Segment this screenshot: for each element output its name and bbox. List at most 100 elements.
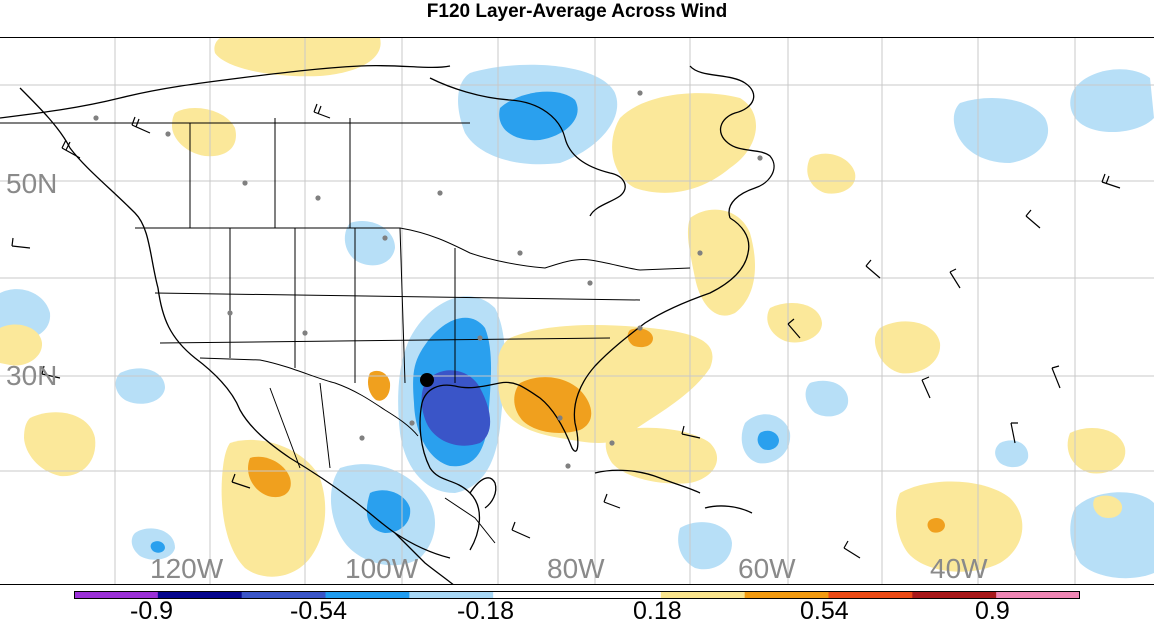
shade-pos-carolina-core bbox=[627, 328, 653, 348]
border-state-6 bbox=[154, 292, 641, 301]
border-state-7 bbox=[159, 337, 611, 344]
shade-pos-atl-ne bbox=[807, 153, 856, 194]
border-mex-1 bbox=[319, 382, 331, 469]
station-dot bbox=[609, 440, 615, 446]
colorbar-label: 0.54 bbox=[800, 597, 849, 625]
shade-pos-labrador bbox=[612, 93, 757, 193]
station-dot bbox=[637, 90, 643, 96]
wind-barb-icon bbox=[787, 318, 801, 339]
shade-neg-sd bbox=[344, 220, 395, 266]
wind-barb-icon bbox=[949, 268, 961, 289]
lon-label-120w: 120W bbox=[150, 553, 224, 584]
shade-pos-atl-e bbox=[1067, 428, 1126, 474]
wind-barb-icon bbox=[843, 540, 861, 559]
storm-center-icon bbox=[420, 373, 434, 387]
colorbar bbox=[74, 591, 1080, 599]
shade-pos-atl-mid2 bbox=[767, 303, 822, 343]
station-dot bbox=[517, 250, 523, 256]
wind-barb-icon bbox=[1051, 365, 1061, 389]
station-dot bbox=[165, 131, 171, 137]
wind-barb-icon bbox=[681, 425, 701, 439]
shade-pos-mexico-pac-core bbox=[248, 456, 291, 498]
wind-barb-icon bbox=[11, 237, 31, 249]
station-dot bbox=[227, 310, 233, 316]
colorbar-label: 0.18 bbox=[633, 597, 682, 625]
colorbar-segment bbox=[912, 591, 997, 599]
lat-label-50n: 50N bbox=[6, 168, 58, 199]
coast-west bbox=[19, 87, 451, 559]
colorbar-segment bbox=[409, 591, 494, 599]
shade-neg-centralam-core bbox=[366, 490, 411, 533]
station-dot bbox=[302, 330, 308, 336]
colorbar-label: -0.54 bbox=[290, 597, 347, 625]
graticule bbox=[0, 38, 1154, 584]
shade-pos-atl-se-core bbox=[927, 517, 945, 533]
station-dot bbox=[315, 195, 321, 201]
station-dot bbox=[757, 155, 763, 161]
shade-pos-florida-core bbox=[514, 377, 592, 433]
colorbar-segment bbox=[660, 591, 746, 599]
station-dot bbox=[557, 415, 563, 421]
lon-label-60w: 60W bbox=[738, 553, 796, 584]
shade-pos-ne-coast bbox=[687, 209, 755, 316]
lon-label-80w: 80W bbox=[547, 553, 605, 584]
coast-northeast bbox=[689, 65, 775, 219]
wind-barb-icon bbox=[1010, 422, 1018, 444]
colorbar-segment bbox=[828, 591, 913, 599]
coast-hispaniola bbox=[704, 505, 753, 514]
positive-anomaly-shading bbox=[0, 38, 1126, 577]
coast-arctic bbox=[0, 64, 451, 119]
colorbar-segment bbox=[157, 591, 243, 599]
wind-barb-icon bbox=[921, 376, 931, 399]
coast-centralam bbox=[394, 532, 454, 584]
coastlines bbox=[0, 64, 775, 584]
wind-barbs bbox=[11, 103, 1121, 559]
border-ca-1 bbox=[444, 497, 496, 544]
station-dot bbox=[437, 190, 443, 196]
shade-neg-quebec-core bbox=[499, 91, 578, 141]
shade-neg-atl-3 bbox=[1070, 492, 1154, 579]
shade-pos-pac-w bbox=[24, 412, 96, 477]
shade-pos-n-top bbox=[214, 38, 381, 77]
station-dot bbox=[697, 250, 703, 256]
border-mex-2 bbox=[269, 387, 301, 469]
lon-label-40w: 40W bbox=[930, 553, 988, 584]
colorbar-label: -0.18 bbox=[457, 597, 514, 625]
colorbar-segment bbox=[493, 591, 578, 599]
shade-neg-atl-4 bbox=[678, 522, 732, 570]
wind-barb-icon bbox=[1101, 173, 1121, 189]
shade-pos-mexico-pac bbox=[221, 439, 326, 577]
station-dot bbox=[565, 463, 571, 469]
station-dot bbox=[242, 180, 248, 186]
political-borders bbox=[0, 118, 691, 544]
colorbar-segment bbox=[74, 591, 159, 599]
station-dot bbox=[382, 235, 388, 241]
border-us-mexico bbox=[199, 357, 419, 437]
shade-neg-atl-6 bbox=[995, 440, 1029, 468]
shade-neg-pac-s-core bbox=[150, 541, 165, 553]
map-canvas bbox=[0, 38, 1154, 584]
shade-pos-atl-se bbox=[896, 481, 1023, 572]
chart-title: F120 Layer-Average Across Wind bbox=[426, 1, 728, 22]
lon-label-100w: 100W bbox=[345, 553, 419, 584]
shade-pos-atl-mid bbox=[874, 321, 941, 374]
station-dot bbox=[93, 115, 99, 121]
shade-pos-pac-nw bbox=[0, 324, 43, 366]
coast-gulf bbox=[419, 217, 750, 551]
colorbar-segment bbox=[996, 591, 1080, 599]
station-dot bbox=[477, 335, 483, 341]
wind-barb-icon bbox=[41, 365, 61, 379]
border-state-4 bbox=[399, 227, 406, 384]
shade-neg-atl-2-core bbox=[757, 430, 779, 450]
station-dot bbox=[587, 280, 593, 286]
wind-barb-icon bbox=[231, 473, 251, 489]
map-panel bbox=[0, 37, 1154, 585]
coast-yucatan bbox=[469, 477, 497, 509]
station-dot bbox=[409, 420, 415, 426]
shade-pos-bc bbox=[172, 108, 236, 157]
colorbar-label: 0.9 bbox=[975, 597, 1010, 625]
colorbar-segment bbox=[241, 591, 326, 599]
colorbar-label: -0.9 bbox=[130, 597, 174, 625]
coast-cuba bbox=[594, 469, 701, 494]
colorbar-segment bbox=[325, 591, 410, 599]
